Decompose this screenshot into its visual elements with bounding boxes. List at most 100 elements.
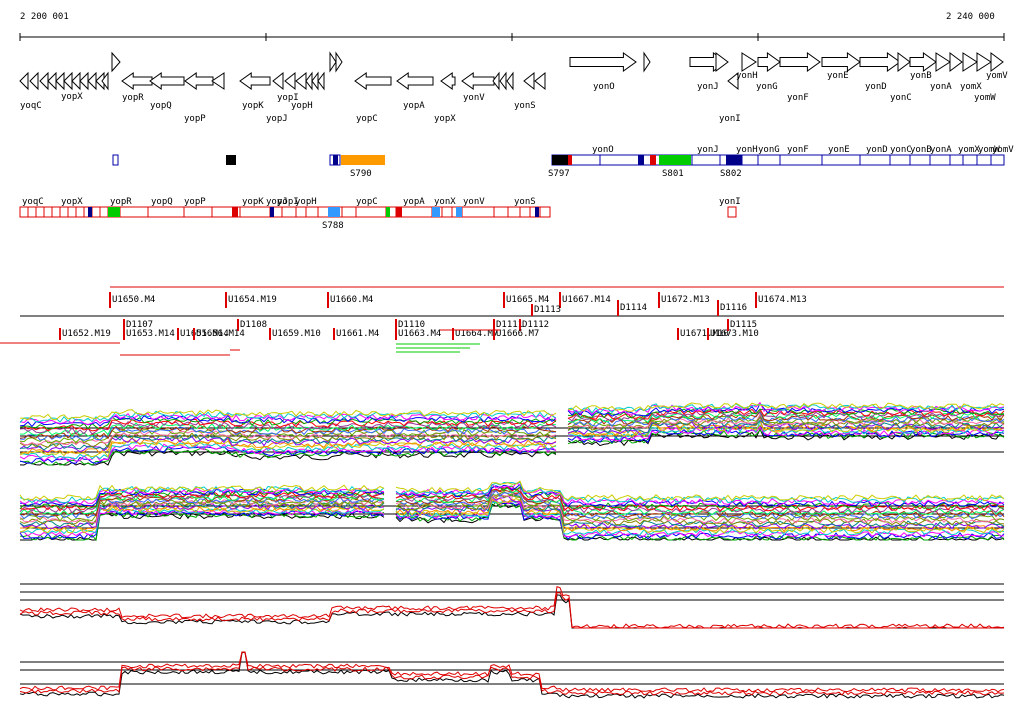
segment-cyan <box>456 207 462 217</box>
gene-label: yonG <box>756 82 778 92</box>
blue-track-label: yonH <box>736 145 758 155</box>
segment-red <box>232 207 238 217</box>
blue-track-label: yomV <box>992 145 1014 155</box>
segment-green <box>108 207 120 217</box>
transcript-upper-label: U1660.M4 <box>330 295 373 305</box>
gene-label: yonF <box>787 93 809 103</box>
red-track-label: yopI <box>277 197 299 207</box>
segment-long-red <box>19 206 551 218</box>
gene-arrow <box>523 71 535 91</box>
blue-track-marker: S797 <box>548 169 570 179</box>
red-track-label: yopP <box>184 197 206 207</box>
gene-arrow <box>949 52 963 72</box>
gene-arrow <box>101 71 109 91</box>
red-track-label: yopR <box>110 197 132 207</box>
red-track-label: yopQ <box>151 197 173 207</box>
segment-red <box>568 155 572 165</box>
transcript-lower-label: D1113 <box>534 305 561 315</box>
gene-arrow <box>821 52 861 72</box>
red-track-label: yopC <box>356 197 378 207</box>
gene-arrow <box>492 71 500 91</box>
transcript-upper-label: U1667.M14 <box>562 295 611 305</box>
gene-label: yopI <box>277 93 299 103</box>
coordinate-ruler <box>19 33 1005 41</box>
gene-arrow <box>990 52 1004 72</box>
red-track-label: yonI <box>719 197 741 207</box>
gene-arrow <box>284 71 296 91</box>
gene-label: yonB <box>910 71 932 81</box>
gene-label: yomW <box>974 93 996 103</box>
gene-arrow <box>149 72 185 90</box>
transcript-lower-label: D1107 <box>126 320 153 330</box>
transcript-lower-label: U1655.M14 <box>180 329 229 339</box>
gene-label: yonE <box>827 71 849 81</box>
transcript-lower-label: D1112 <box>522 320 549 330</box>
transcript-lower-label: U1664.M7 <box>455 329 498 339</box>
gene-arrow <box>440 72 456 90</box>
transcript-lower-label: U1673.M10 <box>710 329 759 339</box>
transcript-upper-label: U1672.M13 <box>661 295 710 305</box>
expression-trace <box>19 651 1005 699</box>
gene-label: yomX <box>960 82 982 92</box>
red-track-label: yopK <box>242 197 264 207</box>
transcript-lower-label: U1661.M4 <box>336 329 379 339</box>
gene-label: yoqC <box>20 101 42 111</box>
gene-arrow <box>757 52 781 72</box>
gene-arrow <box>184 72 214 90</box>
gene-arrow <box>396 72 434 90</box>
gene-arrow <box>569 52 637 72</box>
red-track-label: yopX <box>61 197 83 207</box>
gene-arrow <box>909 52 937 72</box>
transcript-upper-label: D1114 <box>620 303 647 313</box>
gene-label: yopA <box>403 101 425 111</box>
ruler-start-label: 2 200 001 <box>20 12 69 22</box>
segment-black <box>226 155 236 165</box>
gene-arrow <box>461 72 495 90</box>
red-track-marker: S788 <box>322 221 344 231</box>
transcript-lower-label: D1108 <box>240 320 267 330</box>
transcript-lower-label: U1666.M7 <box>496 329 539 339</box>
segment-orange <box>341 155 385 165</box>
gene-arrow <box>506 71 514 91</box>
segment-black <box>552 155 568 165</box>
gene-label: yonO <box>593 82 615 92</box>
gene-arrow <box>715 52 729 72</box>
segment-cyan <box>328 207 340 217</box>
gene-arrow <box>272 71 284 91</box>
gene-label: yonJ <box>697 82 719 92</box>
gene-label: yopR <box>122 93 144 103</box>
blue-track-label: yonF <box>787 145 809 155</box>
red-track-label: yonS <box>514 197 536 207</box>
blue-track-marker: S790 <box>350 169 372 179</box>
gene-arrow <box>71 71 81 91</box>
gene-label: yonI <box>719 114 741 124</box>
expression-trace <box>19 495 1005 530</box>
gene-arrow <box>962 52 978 72</box>
blue-track-label: yomW <box>978 145 1000 155</box>
blue-track-label: yonD <box>866 145 888 155</box>
gene-arrow <box>211 72 225 90</box>
gene-arrow <box>29 71 39 91</box>
expression-trace <box>19 402 1005 421</box>
gene-label: yopC <box>356 114 378 124</box>
gene-arrow <box>779 52 821 72</box>
segment-green <box>386 207 390 217</box>
transcript-upper-label: U1674.M13 <box>758 295 807 305</box>
segment-navy <box>88 207 92 217</box>
blue-track-marker: S802 <box>720 169 742 179</box>
gene-label: yonD <box>865 82 887 92</box>
red-track-label: yonX <box>434 197 456 207</box>
blue-track-label: yomX <box>958 145 980 155</box>
blue-track-label: yonA <box>930 145 952 155</box>
gene-label: yopP <box>184 114 206 124</box>
segment-green <box>659 155 691 165</box>
gene-label: yopJ <box>266 114 288 124</box>
gene-label: yonV <box>463 93 485 103</box>
gene-arrow <box>111 51 121 73</box>
gene-label: yopK <box>242 101 264 111</box>
transcript-lower-label: U1653.M14 <box>126 329 175 339</box>
transcript-lower-label: D1110 <box>398 320 425 330</box>
segment-navy <box>270 207 274 217</box>
